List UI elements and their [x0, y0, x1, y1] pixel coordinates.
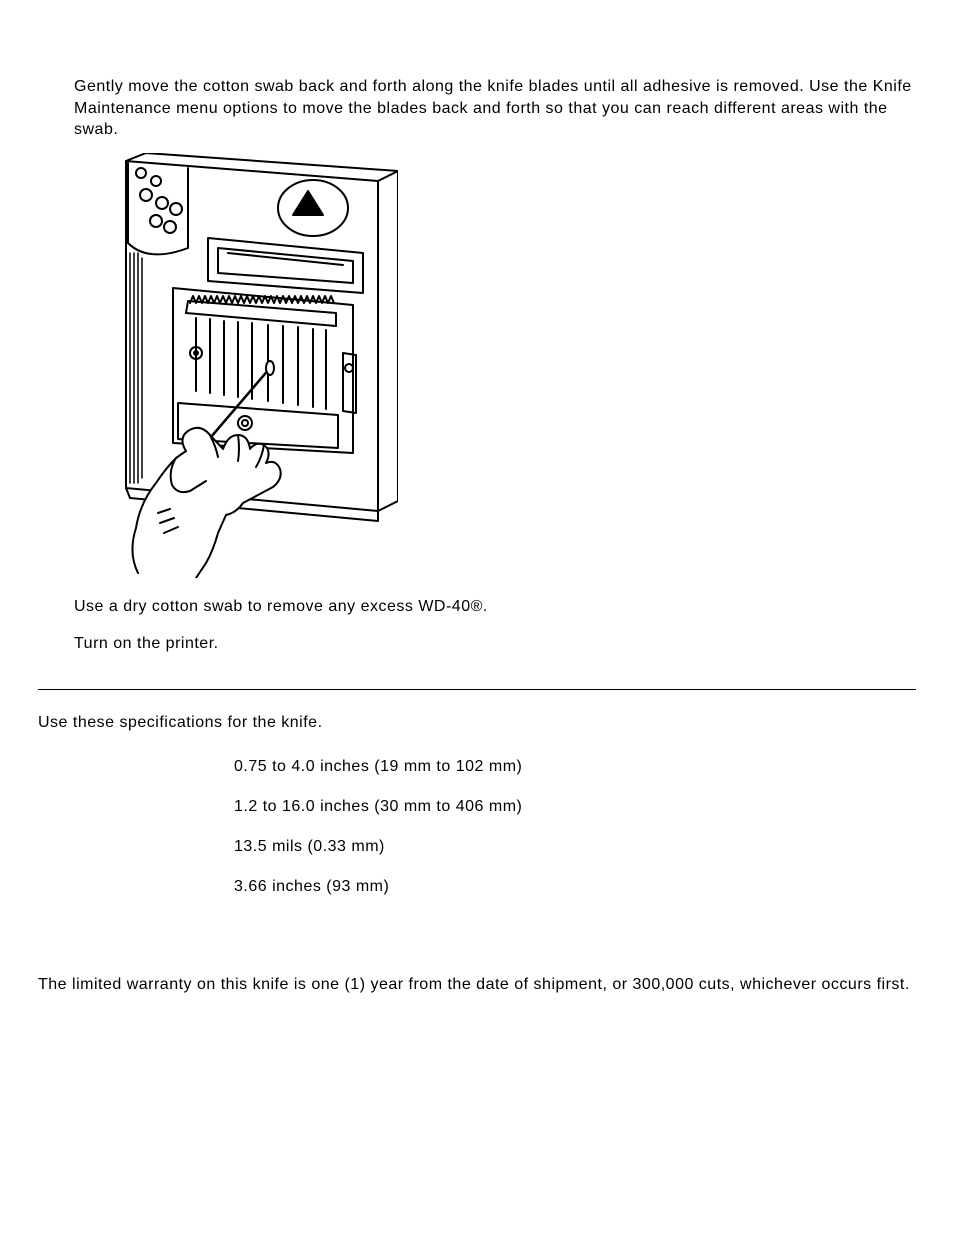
spec-value: 13.5 mils (0.33 mm) — [234, 838, 522, 878]
step-6-text: Gently move the cotton swab back and for… — [74, 76, 916, 141]
spec-value: 3.66 inches (93 mm) — [234, 878, 522, 918]
table-row: 0.75 to 4.0 inches (19 mm to 102 mm) — [234, 758, 522, 798]
warranty-text: The limited warranty on this knife is on… — [38, 974, 916, 996]
step-8-text: Turn on the printer. — [74, 633, 916, 655]
step-7-text: Use a dry cotton swab to remove any exce… — [74, 596, 916, 618]
section-divider — [38, 689, 916, 690]
table-row: 1.2 to 16.0 inches (30 mm to 406 mm) — [234, 798, 522, 838]
specs-intro: Use these specifications for the knife. — [38, 712, 916, 734]
table-row: 13.5 mils (0.33 mm) — [234, 838, 522, 878]
table-row: 3.66 inches (93 mm) — [234, 878, 522, 918]
cleaning-illustration — [78, 153, 916, 578]
spec-value: 1.2 to 16.0 inches (30 mm to 406 mm) — [234, 798, 522, 838]
specifications-table: 0.75 to 4.0 inches (19 mm to 102 mm) 1.2… — [234, 758, 522, 918]
spec-value: 0.75 to 4.0 inches (19 mm to 102 mm) — [234, 758, 522, 798]
